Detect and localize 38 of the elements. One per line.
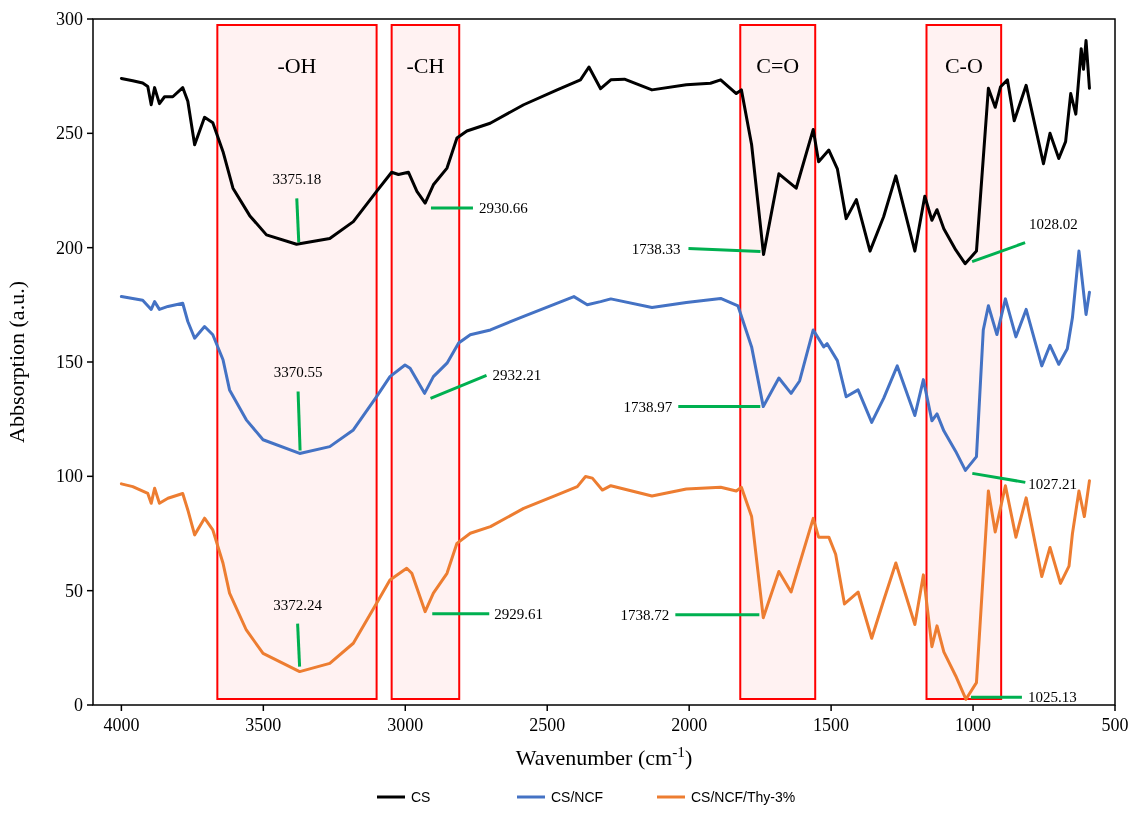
band-label: C=O [756, 53, 800, 78]
y-tick-label: 50 [65, 580, 83, 601]
band-label: C-O [944, 53, 983, 78]
y-tick-label: 100 [56, 466, 83, 487]
y-tick-label: 300 [56, 9, 83, 29]
annotation: 1738.97 [623, 398, 673, 415]
annotation: 1027.21 [1028, 476, 1078, 493]
x-axis-title: Wavenumber (cm$^{-1}$) [515, 742, 693, 770]
x-tick-label: 3000 [387, 715, 424, 735]
annotation: 3375.18 [272, 171, 322, 188]
y-tick-label: 150 [56, 352, 83, 372]
annotation: 1025.13 [1027, 689, 1077, 706]
y-tick-label: 0 [74, 695, 83, 715]
legend-label: CS/NCF [551, 789, 604, 805]
annotation: 2932.21 [492, 367, 542, 384]
annotation: 2929.61 [494, 605, 544, 622]
annotation: 1028.02 [1029, 215, 1078, 232]
x-tick-label: 500 [1101, 715, 1129, 735]
x-tick-label: 2500 [529, 715, 566, 735]
line-series [119, 475, 1091, 701]
annotation: 3370.55 [273, 364, 323, 381]
y-tick-label: 200 [56, 237, 83, 258]
x-tick-label: 1500 [813, 715, 850, 735]
annotation: 1738.33 [631, 240, 681, 257]
x-tick-label: 4000 [103, 715, 140, 735]
band-label: -CH [406, 53, 445, 78]
x-tick-label: 3500 [245, 715, 282, 735]
line-series [119, 38, 1091, 266]
legend-label: CS/NCF/Thy-3% [691, 789, 796, 805]
y-axis-title: Abbsorption (a.u.) [4, 281, 29, 443]
y-tick-label: 250 [56, 123, 83, 144]
annotation: 2930.66 [478, 200, 529, 217]
annotation: 3372.24 [273, 596, 323, 613]
x-tick-label: 1000 [955, 715, 992, 735]
band-label: -OH [277, 53, 317, 78]
legend-label: CS [411, 789, 431, 805]
annotation: 1738.72 [620, 606, 670, 623]
x-tick-label: 2000 [671, 715, 708, 735]
